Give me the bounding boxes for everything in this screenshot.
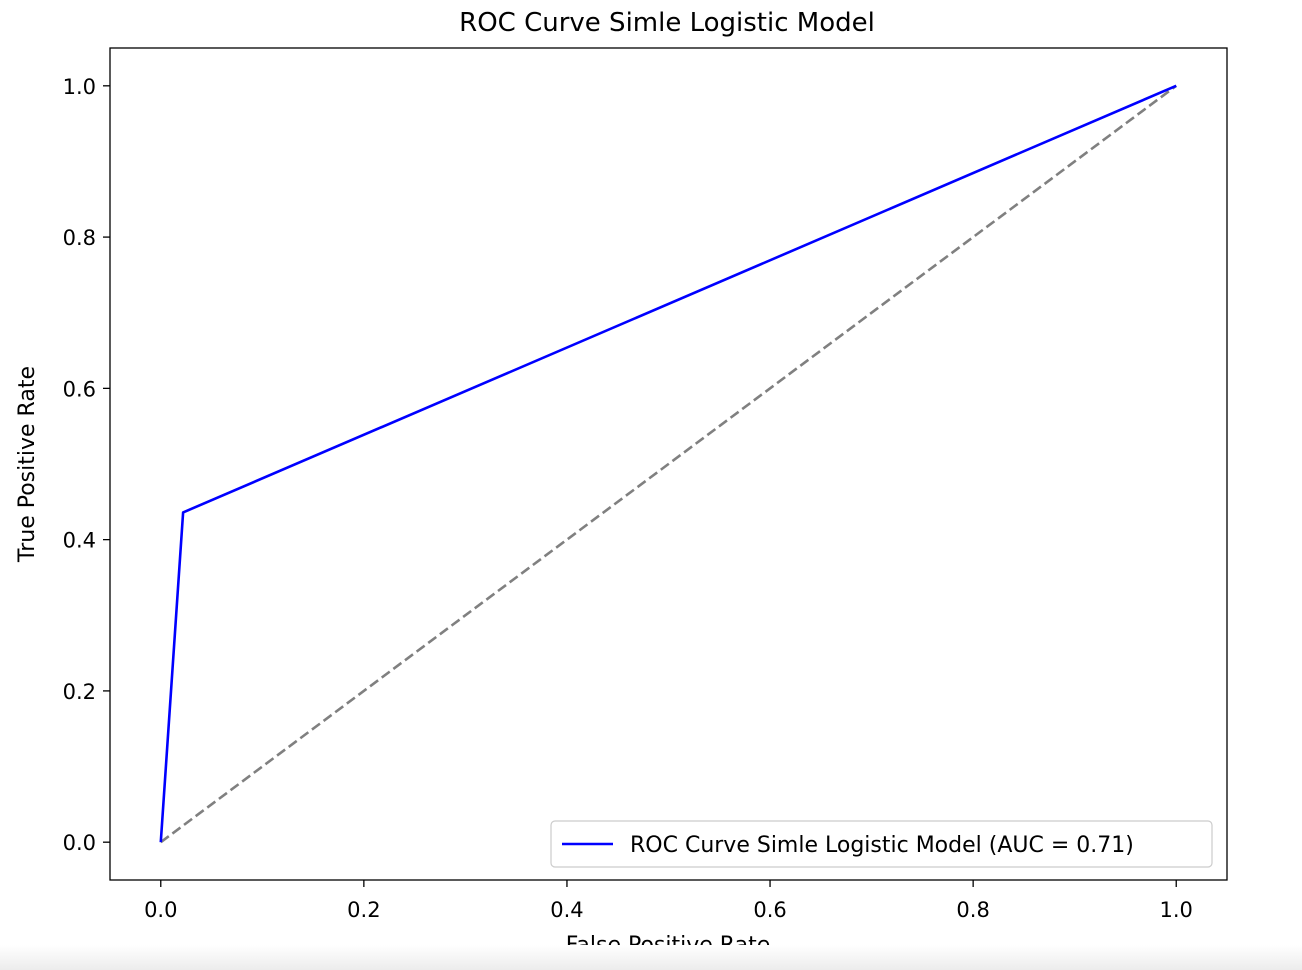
x-axis-ticks: 0.0 0.2 0.4 0.6 0.8 1.0 [144, 880, 1193, 922]
diagonal-reference-line [159, 84, 1178, 844]
y-tick-label: 0.2 [63, 680, 96, 704]
y-tick-label: 1.0 [63, 75, 96, 99]
x-tick-label: 0.2 [347, 898, 380, 922]
y-axis-ticks: 0.0 0.2 0.4 0.6 0.8 1.0 [63, 75, 110, 855]
legend-entry-roc: ROC Curve Simle Logistic Model (AUC = 0.… [630, 833, 1134, 858]
x-tick-label: 0.0 [144, 898, 177, 922]
chart-title: ROC Curve Simle Logistic Model [459, 8, 875, 38]
y-tick-label: 0.8 [63, 226, 96, 250]
y-axis-label: True Positive Rate [15, 366, 40, 563]
x-tick-label: 0.6 [753, 898, 786, 922]
roc-curve-line [159, 84, 1177, 843]
x-tick-label: 0.4 [550, 898, 583, 922]
legend-box [550, 820, 1213, 868]
y-tick-label: 0.6 [63, 377, 96, 401]
y-tick-label: 0.0 [63, 831, 96, 855]
x-tick-label: 0.8 [956, 898, 989, 922]
x-tick-label: 1.0 [1160, 898, 1193, 922]
plot-frame [109, 47, 1228, 881]
window-bottom-edge [0, 945, 1302, 970]
legend: ROC Curve Simle Logistic Model (AUC = 0.… [550, 820, 1213, 868]
series-layer [159, 84, 1178, 844]
y-tick-label: 0.4 [63, 529, 96, 553]
